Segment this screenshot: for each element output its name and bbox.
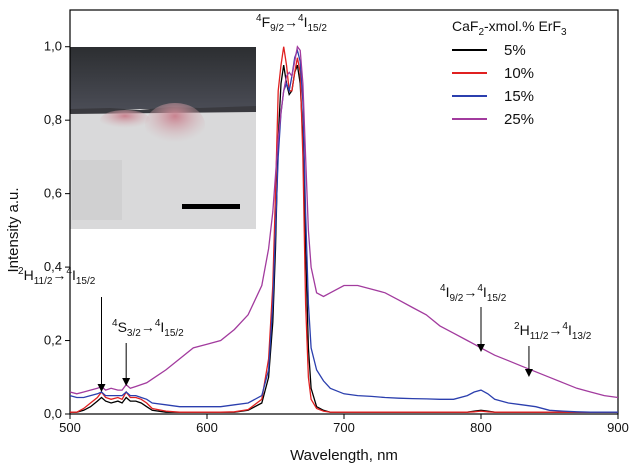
annotation: 4S3/2→4I15/2 — [112, 318, 184, 339]
annotation-part: I — [568, 322, 572, 338]
arrow-head — [524, 369, 533, 377]
legend-title-part: 3 — [561, 27, 567, 38]
annotation-part: 15/2 — [487, 293, 507, 304]
annotation-part: 15/2 — [76, 276, 96, 287]
y-tick-label: 0,8 — [44, 112, 62, 127]
annotation-part: → — [284, 14, 298, 30]
annotation-part: 2 — [514, 321, 520, 332]
y-tick-label: 1,0 — [44, 39, 62, 54]
annotation: 4F9/2→4I15/2 — [256, 13, 327, 34]
x-tick-label: 600 — [196, 420, 218, 435]
inset-photo — [70, 47, 256, 229]
annotation-part: → — [463, 284, 477, 300]
y-tick-label: 0,0 — [44, 406, 62, 421]
x-tick-label: 500 — [59, 420, 81, 435]
arrow-head — [122, 378, 131, 386]
annotation-part: 4 — [440, 283, 446, 294]
annotation-part: 15/2 — [164, 328, 184, 339]
legend-label: 25% — [504, 111, 534, 128]
annotation-part: F — [262, 14, 271, 30]
annotation-part: 4 — [562, 321, 568, 332]
annotation: 4I9/2→4I15/2 — [440, 283, 507, 304]
arrow-head — [97, 384, 106, 392]
annotation-part: 9/2 — [449, 293, 463, 304]
annotation-part: H — [24, 267, 34, 283]
y-tick-label: 0,2 — [44, 333, 62, 348]
y-axis-label: Intensity a.u. — [5, 187, 22, 272]
series-line — [70, 46, 618, 413]
legend-label: 5% — [504, 42, 526, 59]
annotation-part: 2 — [18, 266, 24, 277]
annotation-part: 4 — [477, 283, 483, 294]
annotation-part: 4 — [155, 318, 161, 329]
annotation-part: → — [141, 319, 155, 335]
annotation-part: → — [548, 322, 562, 338]
legend-label: 10% — [504, 65, 534, 82]
annotation-part: 3/2 — [127, 328, 141, 339]
annotation-part: 13/2 — [572, 331, 592, 342]
annotation-part: I — [160, 319, 164, 335]
annotation: 2H11/2→4I15/2 — [18, 266, 96, 287]
legend-title-part: -xmol.% ErF — [484, 18, 561, 34]
annotation-part: 4 — [256, 13, 262, 24]
annotation-part: I — [304, 14, 308, 30]
annotation-part: 15/2 — [307, 23, 327, 34]
annotation-part: H — [520, 322, 530, 338]
annotation-part: 4 — [112, 318, 118, 329]
annotation-part: 11/2 — [530, 331, 549, 342]
annotation-part: 4 — [66, 266, 72, 277]
legend-title: CaF2-xmol.% ErF3 — [452, 18, 567, 38]
legend-title-part: 2 — [478, 27, 484, 38]
y-tick-label: 0,4 — [44, 259, 62, 274]
annotation-part: → — [52, 267, 66, 283]
annotation-part: 4 — [298, 13, 304, 24]
x-tick-label: 800 — [470, 420, 492, 435]
annotation: 2H11/2→4I13/2 — [514, 321, 592, 342]
annotation-part: I — [446, 284, 450, 300]
annotation-part: I — [483, 284, 487, 300]
arrow-head — [477, 344, 485, 352]
x-tick-label: 900 — [607, 420, 629, 435]
legend-title-part: CaF — [452, 18, 478, 34]
annotation-part: 9/2 — [270, 23, 284, 34]
annotation-part: 11/2 — [34, 276, 53, 287]
annotation-part: S — [118, 319, 127, 335]
y-tick-label: 0,6 — [44, 186, 62, 201]
legend-label: 15% — [504, 88, 534, 105]
annotation-part: I — [72, 267, 76, 283]
x-axis-label: Wavelength, nm — [290, 447, 398, 464]
x-tick-label: 700 — [333, 420, 355, 435]
